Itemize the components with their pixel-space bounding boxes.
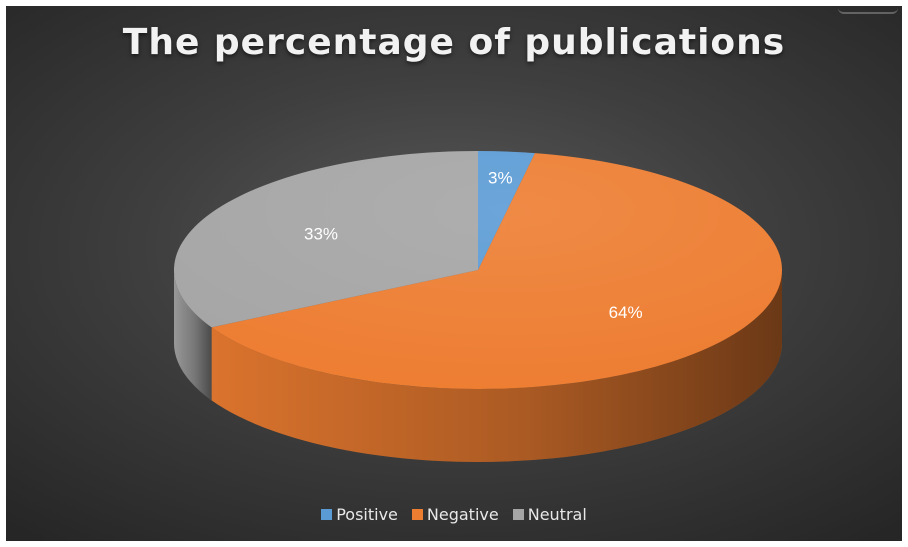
data-label-neutral: 33%	[304, 225, 338, 244]
pie-top-sheen	[174, 151, 782, 389]
legend-swatch	[512, 509, 524, 520]
pie-chart: 3% 64% 33%	[173, 151, 783, 463]
legend: Positive Negative Neutral	[6, 505, 902, 524]
corner-decoration	[838, 6, 898, 14]
legend-label: Positive	[336, 505, 398, 524]
legend-item-neutral: Neutral	[512, 505, 587, 524]
chart-title: The percentage of publications	[122, 22, 786, 63]
legend-item-negative: Negative	[411, 505, 499, 524]
legend-item-positive: Positive	[321, 505, 398, 524]
chart-area: The percentage of publications 3% 64% 33% …	[6, 6, 902, 541]
data-label-positive: 3%	[488, 169, 513, 188]
legend-swatch	[321, 509, 333, 520]
pie-side-shade	[211, 270, 783, 463]
pie-side-shade	[174, 270, 212, 401]
legend-label: Neutral	[527, 505, 587, 524]
legend-swatch	[411, 509, 423, 520]
legend-label: Negative	[426, 505, 499, 524]
data-label-negative: 64%	[609, 303, 643, 322]
